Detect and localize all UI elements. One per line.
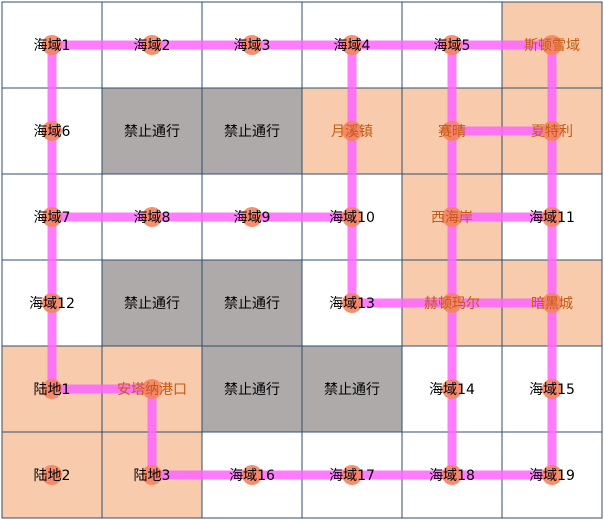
cell-label: 海域19 bbox=[529, 468, 575, 484]
cell-label: 西海岸 bbox=[431, 210, 473, 226]
route-node bbox=[542, 293, 562, 313]
cell-label: 海域17 bbox=[329, 468, 375, 484]
route-node bbox=[42, 465, 62, 485]
cell-label: 斯顿雪域 bbox=[524, 38, 580, 54]
cell-label: 海域2 bbox=[134, 38, 171, 54]
route-node bbox=[142, 207, 162, 227]
cell-label: 赫顿玛尔 bbox=[424, 296, 480, 312]
route-node bbox=[442, 293, 462, 313]
cell-label: 陆地1 bbox=[34, 382, 71, 398]
cell-label: 海域5 bbox=[434, 38, 471, 54]
cell-label: 夏特利 bbox=[531, 124, 573, 140]
route-node bbox=[442, 207, 462, 227]
cell-label: 海域7 bbox=[34, 210, 71, 226]
route-node bbox=[142, 379, 162, 399]
route-node bbox=[42, 207, 62, 227]
route-node bbox=[142, 35, 162, 55]
cell-label: 海域13 bbox=[329, 296, 375, 312]
route-node bbox=[442, 465, 462, 485]
cell-label: 海域16 bbox=[229, 468, 275, 484]
cell-label: 禁止通行 bbox=[224, 124, 280, 140]
route-node bbox=[342, 35, 362, 55]
cell-label: 海域8 bbox=[134, 210, 171, 226]
cell-label: 海域3 bbox=[234, 38, 271, 54]
cell-label: 海域18 bbox=[429, 468, 475, 484]
route-node bbox=[42, 379, 62, 399]
route-node bbox=[342, 465, 362, 485]
cell-label: 禁止通行 bbox=[224, 382, 280, 398]
cell-label: 海域4 bbox=[334, 38, 371, 54]
route-node bbox=[42, 293, 62, 313]
route-node bbox=[542, 35, 562, 55]
cell-label: 海域15 bbox=[529, 382, 575, 398]
forbidden-cell bbox=[301, 345, 403, 433]
route-node bbox=[42, 35, 62, 55]
cell-label: 海域14 bbox=[429, 382, 475, 398]
cell-label: 禁止通行 bbox=[224, 296, 280, 312]
route-node bbox=[342, 293, 362, 313]
cell-label: 海域10 bbox=[329, 210, 375, 226]
cell-label: 海域9 bbox=[234, 210, 271, 226]
cell-label: 安塔纳港口 bbox=[117, 382, 187, 398]
route-node bbox=[542, 207, 562, 227]
cell-label: 赛晴 bbox=[438, 124, 466, 140]
route-nodes bbox=[42, 35, 562, 485]
forbidden-cell bbox=[201, 345, 303, 433]
route-node bbox=[242, 207, 262, 227]
cell-label: 海域6 bbox=[34, 124, 71, 140]
cell-label: 海域1 bbox=[34, 38, 71, 54]
route-node bbox=[542, 121, 562, 141]
cell-label: 禁止通行 bbox=[124, 124, 180, 140]
route-node bbox=[42, 121, 62, 141]
route-node bbox=[242, 465, 262, 485]
route-node bbox=[142, 465, 162, 485]
route-node bbox=[542, 379, 562, 399]
route-node bbox=[542, 465, 562, 485]
cell-label: 海域12 bbox=[29, 296, 75, 312]
forbidden-cell bbox=[201, 259, 303, 347]
cell-label: 禁止通行 bbox=[324, 382, 380, 398]
cell-label: 暗黑城 bbox=[531, 296, 573, 312]
cell-label: 月溪镇 bbox=[331, 124, 373, 140]
route-node bbox=[442, 121, 462, 141]
cell-label: 陆地3 bbox=[134, 468, 171, 484]
route-node bbox=[242, 35, 262, 55]
route-node bbox=[342, 121, 362, 141]
forbidden-cell bbox=[101, 259, 203, 347]
route-node bbox=[442, 35, 462, 55]
cell-label: 海域11 bbox=[529, 210, 575, 226]
route-node bbox=[442, 379, 462, 399]
cell-label: 禁止通行 bbox=[124, 296, 180, 312]
forbidden-cell bbox=[101, 87, 203, 175]
route-node bbox=[342, 207, 362, 227]
cell-label: 陆地2 bbox=[34, 468, 71, 484]
